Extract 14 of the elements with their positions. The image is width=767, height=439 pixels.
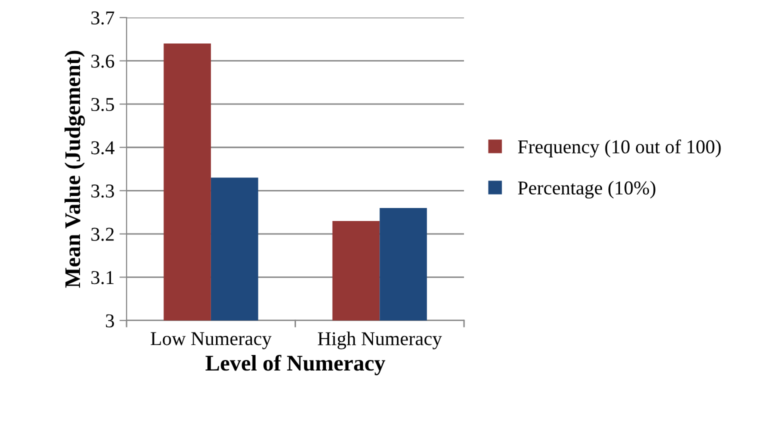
y-tick-label: 3 [106, 314, 114, 328]
y-tick-label: 3.1 [91, 271, 114, 284]
y-tick-label: 3.6 [91, 54, 114, 68]
y-tick-label: 3.5 [91, 98, 114, 112]
y-tick-label: 3.4 [91, 141, 114, 154]
y-axis-title: Mean Value (Judgement) [64, 50, 85, 288]
y-tick-label: 3.7 [91, 11, 114, 25]
legend-label: Percentage (10%) [518, 180, 656, 199]
legend-label: Frequency (10 out of 100) [518, 140, 721, 158]
y-tick-label: 3.2 [91, 228, 114, 241]
x-axis-title: Level of Numeracy [206, 354, 386, 376]
x-tick-label: High Numeracy [318, 332, 442, 350]
y-tick-label: 3.3 [91, 184, 114, 198]
x-tick-label: Low Numeracy [150, 332, 272, 350]
